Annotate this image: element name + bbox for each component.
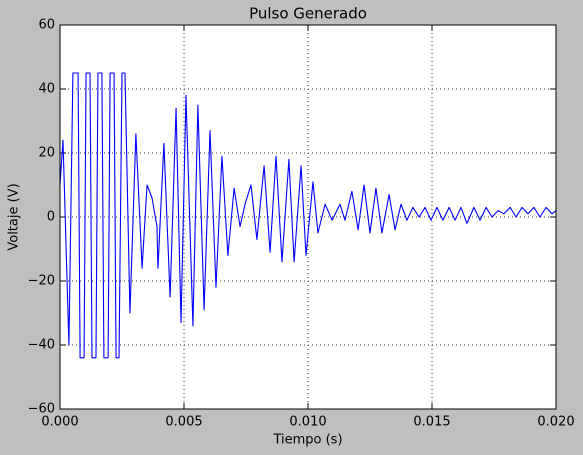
plot-frame — [59, 24, 557, 410]
x-axis-label: Tiempo (s) — [272, 433, 342, 448]
y-axis-label: Voltaje (V) — [7, 183, 22, 250]
data-line — [59, 72, 557, 359]
chart-title: Pulso Generado — [249, 5, 367, 23]
x-tick-label: 0.000 — [41, 415, 78, 430]
y-tick-label: −20 — [28, 274, 55, 289]
y-tick-label: 60 — [38, 18, 55, 33]
x-tick-label: 0.020 — [537, 415, 574, 430]
x-tick-label: 0.005 — [165, 415, 202, 430]
x-tick-label: 0.015 — [413, 415, 450, 430]
y-tick-label: −40 — [28, 338, 55, 353]
y-tick-label: −60 — [28, 402, 55, 417]
y-tick-label: 20 — [38, 146, 55, 161]
y-tick-label: 0 — [47, 210, 55, 225]
x-tick-label: 0.010 — [289, 415, 326, 430]
y-tick-label: 40 — [38, 82, 55, 97]
